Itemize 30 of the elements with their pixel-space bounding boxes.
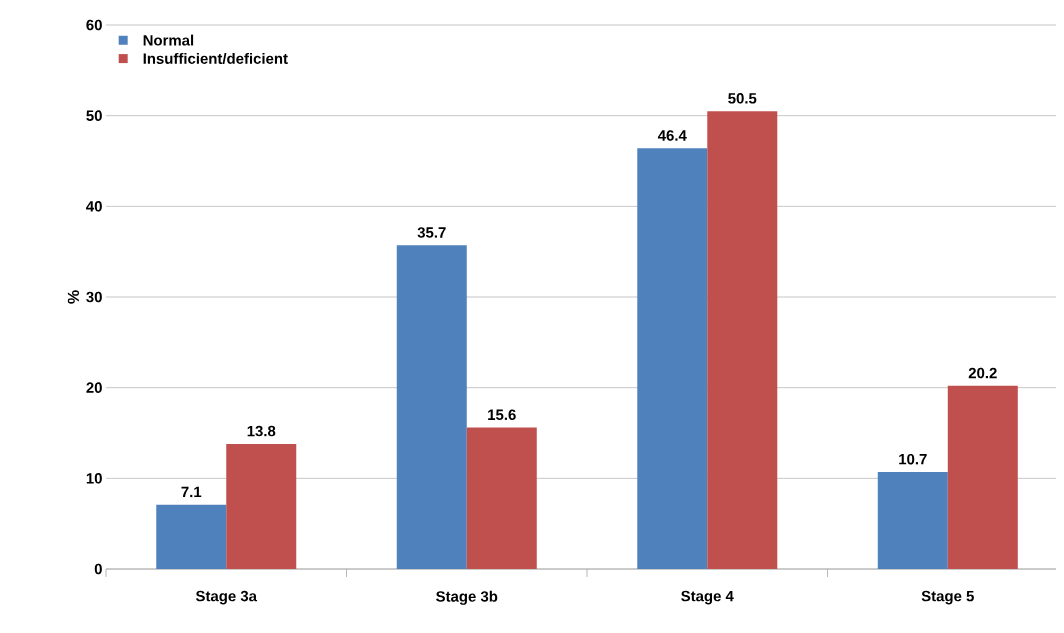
y-tick-label: 50 xyxy=(86,110,102,121)
x-tick-label: Stage 4 xyxy=(681,590,734,605)
data-label: 46.4 xyxy=(657,130,687,141)
bar xyxy=(947,385,1018,569)
bar xyxy=(466,427,537,569)
bar xyxy=(226,443,297,569)
legend-label: Insufficient/deficient xyxy=(143,52,288,65)
bar xyxy=(156,504,227,569)
bar xyxy=(396,245,467,569)
data-label: 7.1 xyxy=(181,486,202,498)
x-tick-label: Stage 3b xyxy=(436,590,498,605)
legend-label: Normal xyxy=(143,34,194,46)
bar xyxy=(877,471,948,569)
x-tick-label: Stage 5 xyxy=(921,590,974,605)
x-tick-label: Stage 3a xyxy=(195,590,258,605)
y-tick-label: 0 xyxy=(94,563,102,575)
y-tick-label: 60 xyxy=(86,19,102,31)
y-tick-label: 40 xyxy=(86,201,102,212)
data-label: 50.5 xyxy=(728,93,757,104)
y-axis-title: % xyxy=(67,290,80,304)
y-tick-label: 10 xyxy=(86,473,102,484)
y-tick-label: 20 xyxy=(86,382,102,393)
data-label: 15.6 xyxy=(488,409,516,421)
data-label: 20.2 xyxy=(968,367,997,379)
y-tick-label: 30 xyxy=(86,291,102,303)
data-label: 13.8 xyxy=(247,425,276,437)
bar xyxy=(707,111,778,569)
data-label: 35.7 xyxy=(417,227,446,238)
data-label: 10.7 xyxy=(899,453,927,465)
bar xyxy=(637,148,708,569)
